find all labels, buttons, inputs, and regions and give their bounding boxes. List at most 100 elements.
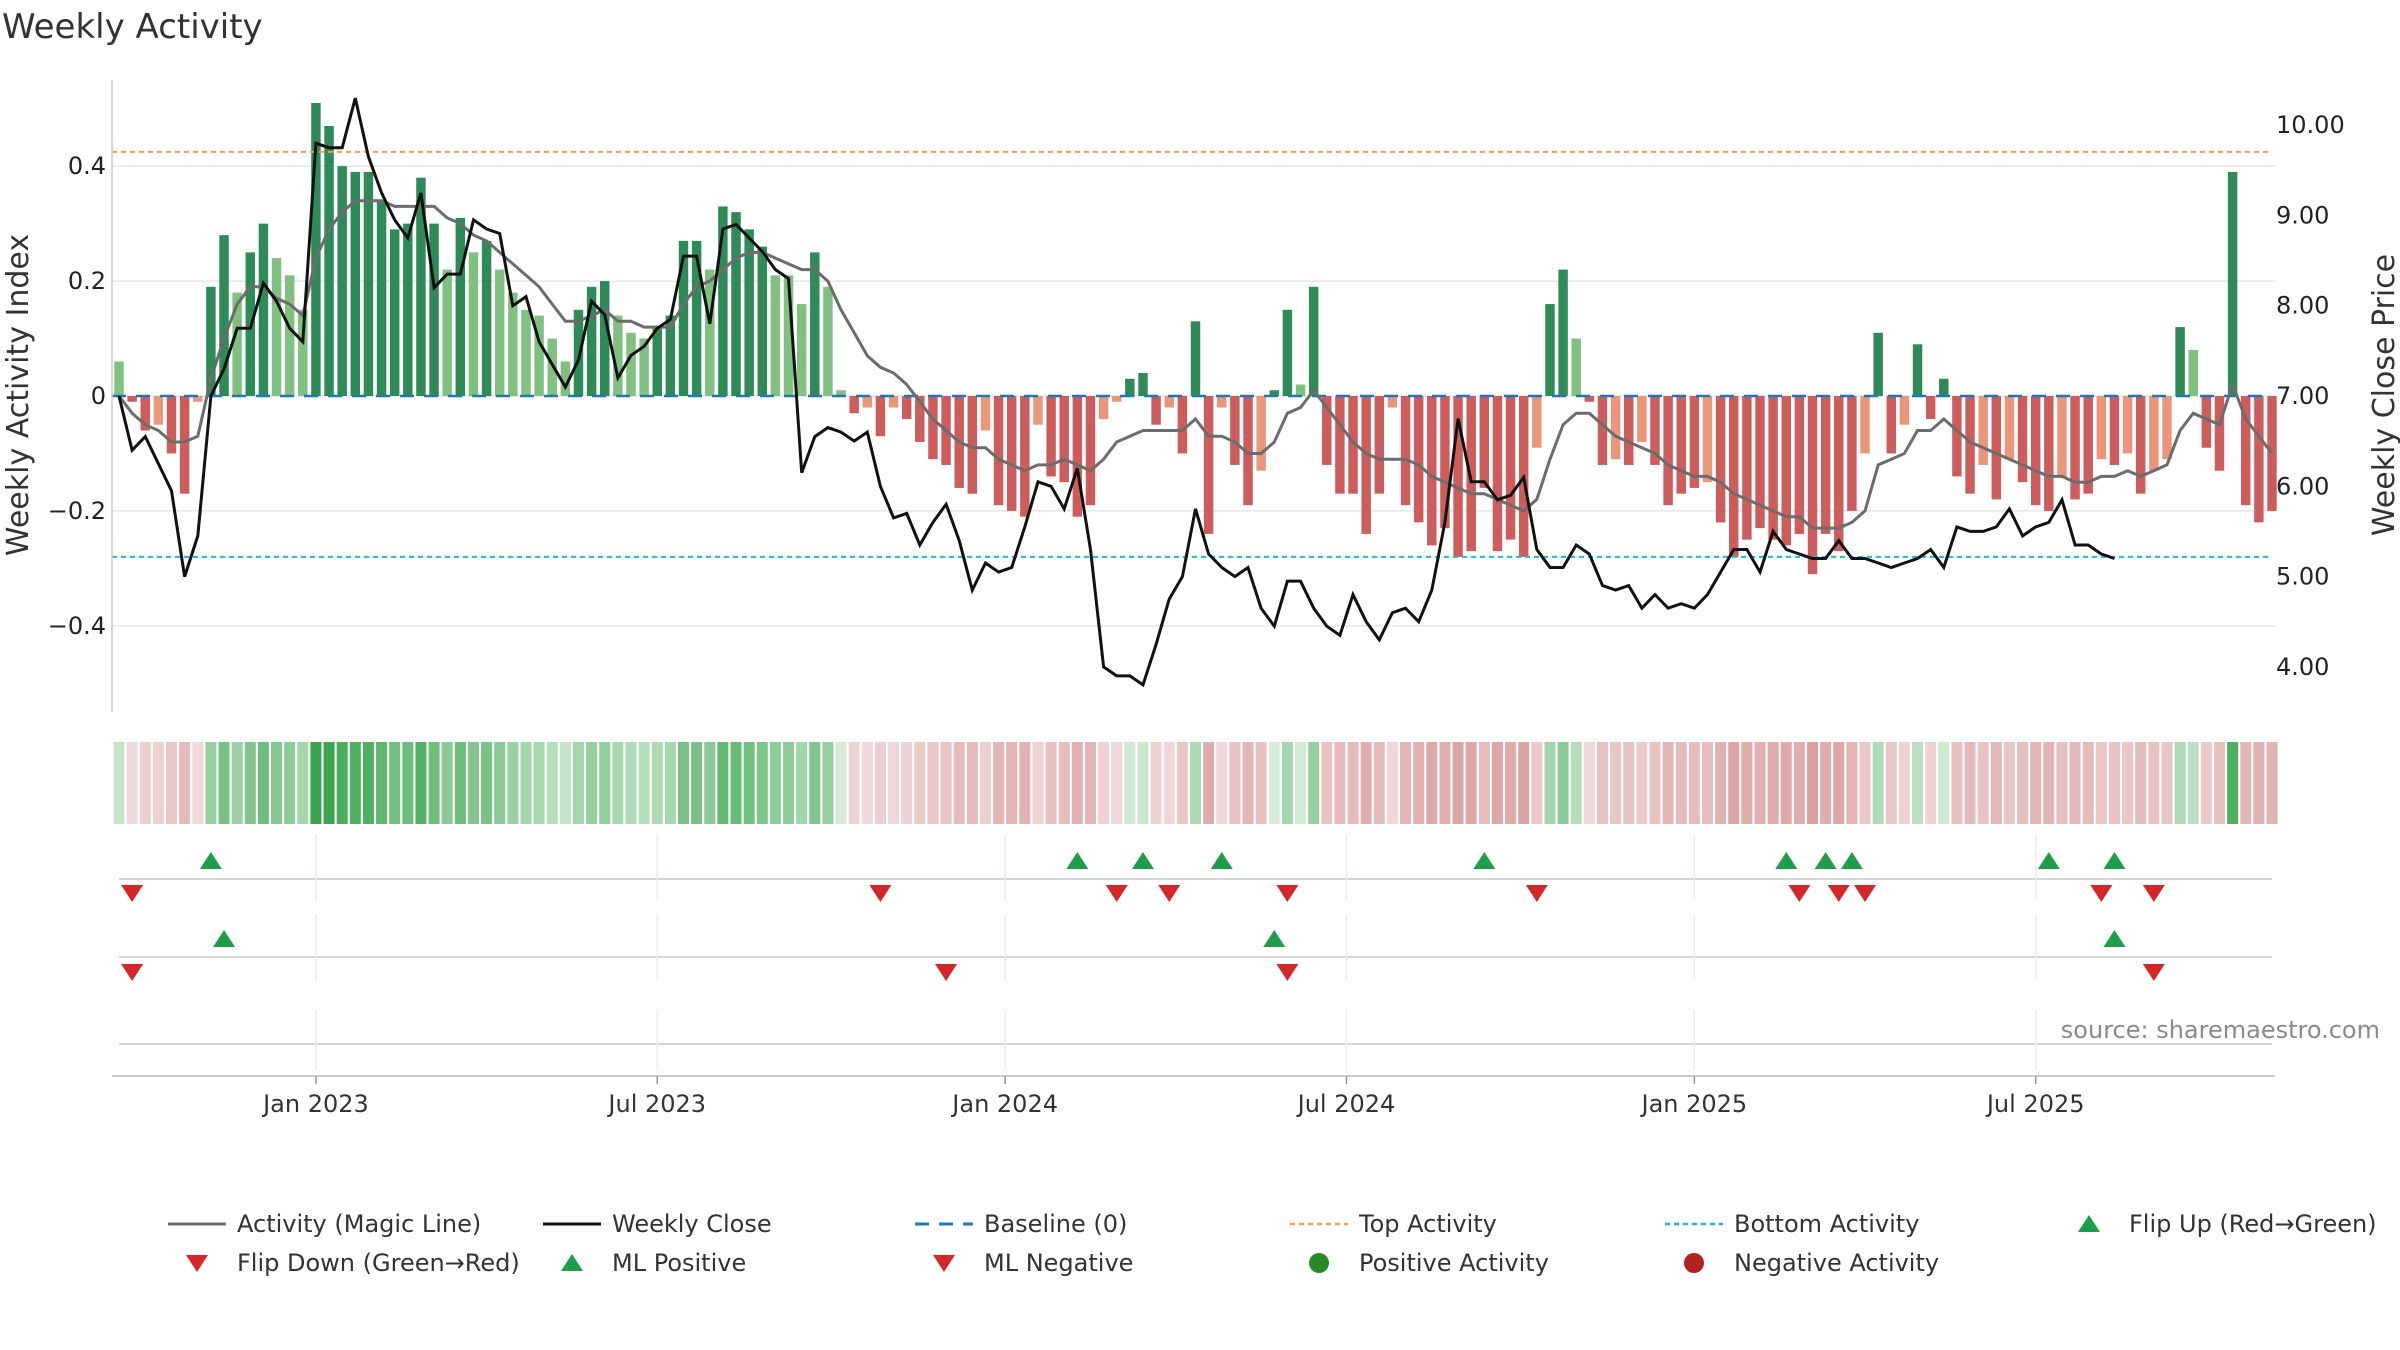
activity-bar-40 <box>639 338 649 396</box>
strip-cell-108 <box>1531 742 1543 824</box>
activity-bar-9 <box>232 292 242 396</box>
strip-cell-104 <box>1478 742 1490 824</box>
activity-bar-7 <box>206 286 216 396</box>
x-tick-label-5: Jul 2025 <box>1985 1090 2085 1118</box>
strip-cell-149 <box>2069 742 2081 824</box>
activity-bar-32 <box>534 315 544 396</box>
activity-bar-16 <box>324 125 334 397</box>
activity-bar-140 <box>1952 396 1962 477</box>
strip-cell-23 <box>415 742 427 824</box>
activity-bar-131 <box>1834 396 1844 552</box>
activity-bar-67 <box>993 396 1004 506</box>
activity-bar-24 <box>429 223 439 396</box>
strip-cell-142 <box>1977 742 1989 824</box>
ml-positive-marker-0 <box>213 930 236 947</box>
legend-label-9: Positive Activity <box>1359 1249 1549 1277</box>
strip-cell-148 <box>2056 742 2068 824</box>
activity-bar-70 <box>1033 396 1043 425</box>
right-y-axis-label: Weekly Close Price <box>2367 254 2400 536</box>
strip-cell-77 <box>1124 742 1136 824</box>
strip-cell-81 <box>1176 742 1188 824</box>
left-tick-label-2: 0 <box>91 382 106 410</box>
activity-bar-138 <box>1925 396 1936 419</box>
strip-cell-7 <box>205 742 217 824</box>
strip-cell-137 <box>1912 742 1924 824</box>
activity-bar-142 <box>1978 396 1988 465</box>
strip-cell-64 <box>953 742 965 824</box>
flip-down-marker-3 <box>1158 885 1181 902</box>
activity-bar-55 <box>836 390 846 396</box>
strip-cell-160 <box>2213 742 2226 824</box>
activity-bar-104 <box>1479 396 1490 488</box>
strip-cell-84 <box>1216 742 1228 824</box>
strip-cell-0 <box>113 742 125 824</box>
activity-bar-28 <box>481 240 492 396</box>
flip-down-marker-6 <box>1788 885 1811 902</box>
activity-bar-157 <box>2175 327 2185 396</box>
activity-bar-48 <box>744 229 754 396</box>
activity-bar-50 <box>770 275 781 396</box>
flip-up-marker-4 <box>1473 852 1496 869</box>
strip-cell-138 <box>1925 742 1937 824</box>
strip-cell-63 <box>940 742 952 824</box>
strip-cell-62 <box>927 742 939 824</box>
activity-bar-14 <box>298 309 308 396</box>
strip-cell-66 <box>979 742 991 824</box>
strip-cell-65 <box>966 742 978 824</box>
strip-cell-32 <box>533 742 545 824</box>
strip-cell-41 <box>651 742 663 824</box>
strip-cell-72 <box>1058 742 1070 824</box>
strip-cell-13 <box>284 742 296 824</box>
right-y-axis: 10.00 9.00 8.00 7.00 6.00 5.00 4.00 <box>2276 111 2345 681</box>
strip-cell-83 <box>1203 742 1215 824</box>
activity-bar-153 <box>2122 396 2133 454</box>
strip-cell-27 <box>467 742 479 824</box>
legend-swatch-10 <box>1684 1253 1704 1273</box>
strip-cell-26 <box>454 742 466 824</box>
left-y-axis: 0.4 0.2 0 −0.2 −0.4 <box>48 80 113 712</box>
strip-cell-141 <box>1964 742 1976 824</box>
flip-down-marker-2 <box>1105 885 1128 902</box>
activity-bar-86 <box>1243 396 1253 506</box>
flip-down-marker-9 <box>2090 885 2113 902</box>
activity-bar-158 <box>2188 350 2198 396</box>
strip-cell-115 <box>1623 742 1635 824</box>
strip-cell-3 <box>152 742 164 824</box>
activity-bar-2 <box>140 396 150 431</box>
activity-bar-20 <box>376 200 387 396</box>
activity-bar-72 <box>1059 396 1069 483</box>
strip-cell-67 <box>993 742 1005 824</box>
strip-cell-30 <box>507 742 519 824</box>
strip-cell-11 <box>257 742 269 824</box>
activity-bar-0 <box>114 361 124 396</box>
strip-cell-59 <box>888 742 900 824</box>
strip-cell-70 <box>1032 742 1044 824</box>
strip-cell-114 <box>1610 742 1622 824</box>
strip-cell-48 <box>743 742 755 824</box>
right-tick-label-3: 7.00 <box>2276 382 2329 410</box>
strip-cell-10 <box>244 742 256 824</box>
strip-cell-126 <box>1767 742 1779 824</box>
activity-bar-121 <box>1702 396 1713 483</box>
activity-bar-51 <box>783 275 794 396</box>
activity-bar-3 <box>153 396 164 425</box>
activity-bar-82 <box>1190 321 1201 396</box>
strip-cell-36 <box>586 742 598 824</box>
left-tick-label-0: 0.4 <box>68 152 106 180</box>
strip-cell-92 <box>1321 742 1333 824</box>
left-tick-label-4: −0.4 <box>48 612 106 640</box>
strip-cell-29 <box>494 742 506 824</box>
strip-cell-14 <box>297 742 309 824</box>
strip-cell-117 <box>1649 742 1661 824</box>
strip-cell-96 <box>1373 742 1385 824</box>
activity-bar-105 <box>1492 396 1503 552</box>
strip-cell-42 <box>664 742 676 824</box>
strip-cell-106 <box>1505 742 1517 824</box>
right-tick-label-1: 9.00 <box>2276 201 2329 229</box>
strip-cell-8 <box>218 742 230 824</box>
activity-bar-81 <box>1177 396 1188 454</box>
strip-cell-38 <box>612 742 624 824</box>
strip-cell-154 <box>2135 742 2147 824</box>
flip-down-marker-4 <box>1276 885 1299 902</box>
activity-bar-130 <box>1820 396 1831 534</box>
